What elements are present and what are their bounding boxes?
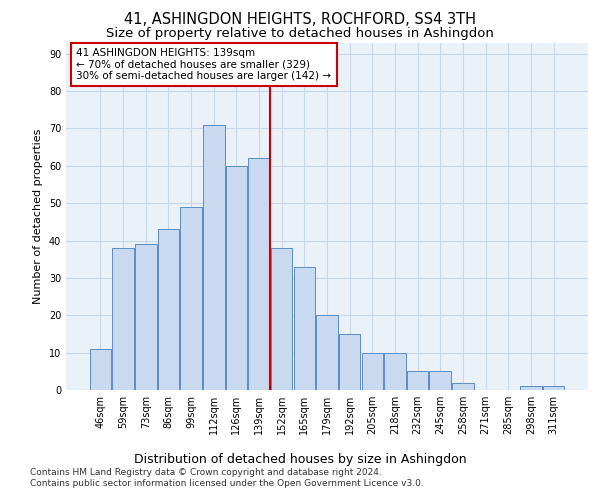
Bar bbox=[226, 166, 247, 390]
Bar bbox=[112, 248, 134, 390]
Text: 41, ASHINGDON HEIGHTS, ROCHFORD, SS4 3TH: 41, ASHINGDON HEIGHTS, ROCHFORD, SS4 3TH bbox=[124, 12, 476, 28]
Text: Distribution of detached houses by size in Ashingdon: Distribution of detached houses by size … bbox=[134, 452, 466, 466]
Bar bbox=[520, 386, 542, 390]
Bar bbox=[90, 349, 111, 390]
Bar bbox=[362, 352, 383, 390]
Bar bbox=[316, 316, 338, 390]
Bar bbox=[158, 230, 179, 390]
Bar bbox=[135, 244, 157, 390]
Text: Contains HM Land Registry data © Crown copyright and database right 2024.
Contai: Contains HM Land Registry data © Crown c… bbox=[30, 468, 424, 487]
Bar bbox=[293, 266, 315, 390]
Bar bbox=[430, 372, 451, 390]
Bar bbox=[203, 124, 224, 390]
Bar bbox=[181, 207, 202, 390]
Bar bbox=[543, 386, 564, 390]
Text: 41 ASHINGDON HEIGHTS: 139sqm
← 70% of detached houses are smaller (329)
30% of s: 41 ASHINGDON HEIGHTS: 139sqm ← 70% of de… bbox=[76, 48, 331, 81]
Bar bbox=[271, 248, 292, 390]
Bar bbox=[452, 382, 473, 390]
Bar bbox=[248, 158, 270, 390]
Bar bbox=[339, 334, 361, 390]
Y-axis label: Number of detached properties: Number of detached properties bbox=[33, 128, 43, 304]
Text: Size of property relative to detached houses in Ashingdon: Size of property relative to detached ho… bbox=[106, 28, 494, 40]
Bar bbox=[407, 372, 428, 390]
Bar bbox=[384, 352, 406, 390]
